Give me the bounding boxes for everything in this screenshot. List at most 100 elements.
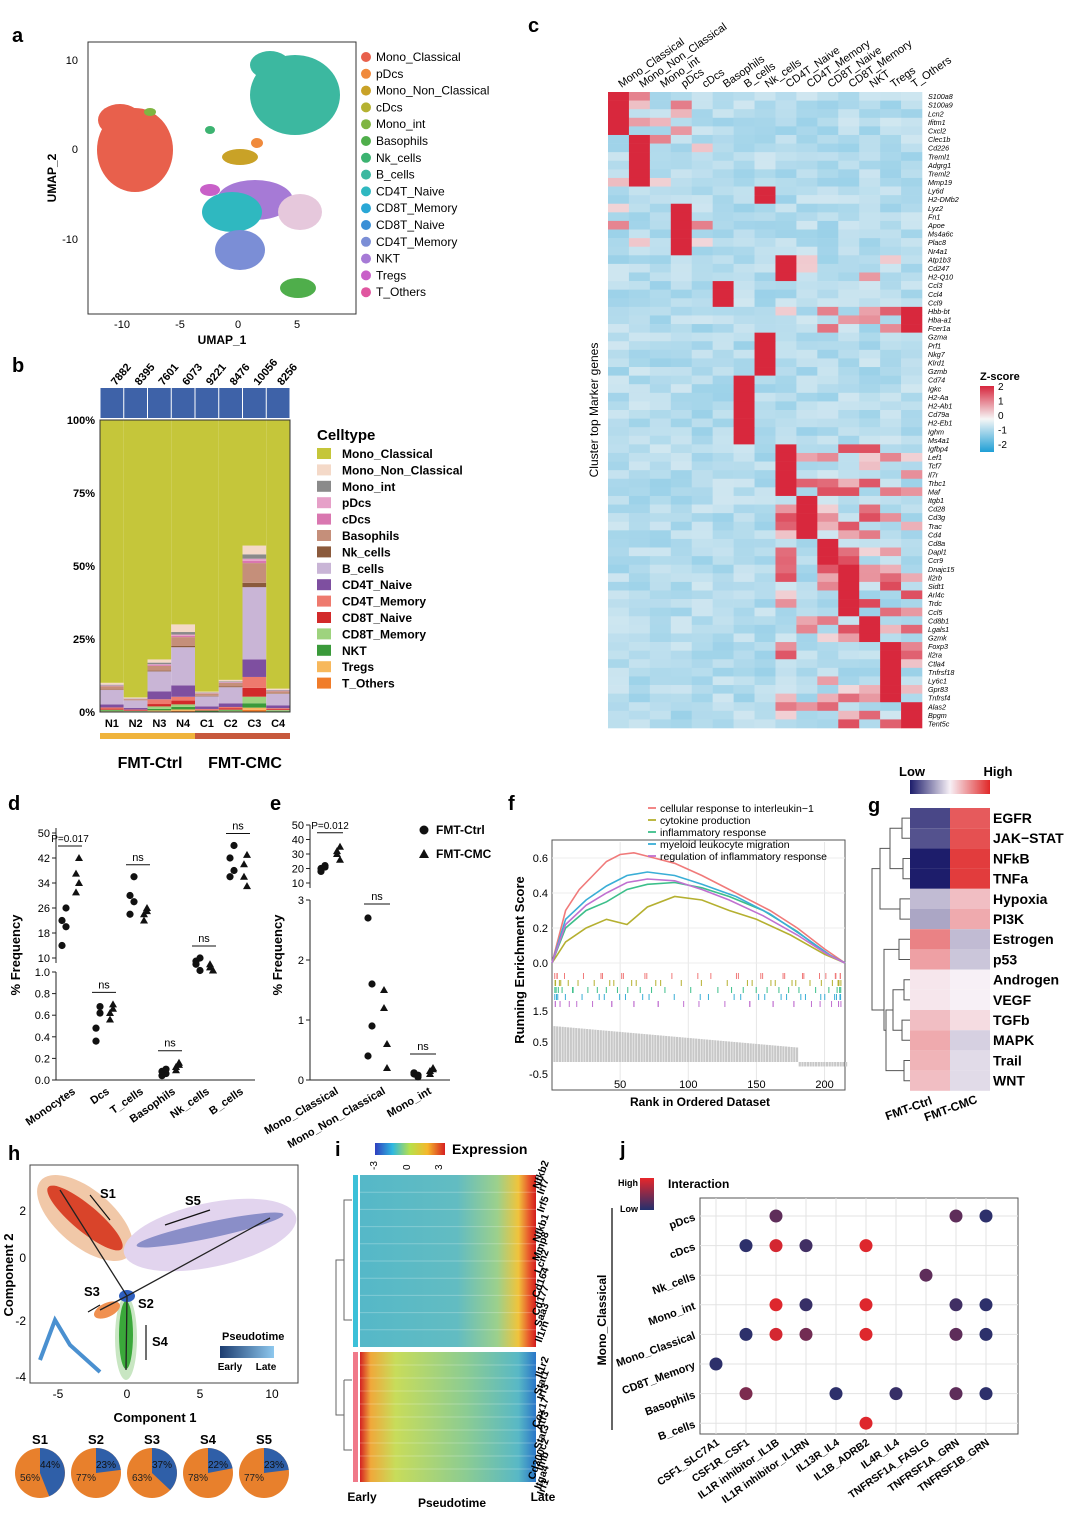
c-heat-cell [712,143,734,153]
c-heat-cell [691,702,713,712]
c-heat-cell [670,126,693,136]
b-legend-swatch [317,546,331,558]
c-heat-cell [859,255,881,265]
b-total-label: 10056 [251,357,280,388]
c-heat-cell [712,315,734,325]
c-heat-cell [901,478,923,488]
g-heat-cell [910,808,950,829]
f-rank-bar [602,1030,605,1062]
b-legend-label: CD8T_Naive [342,611,412,625]
c-heat-cell [649,160,672,170]
c-heat-cell [712,435,734,445]
c-heat-cell [628,685,651,694]
c-heat-cell [817,616,839,626]
e-point-cmc [333,847,341,855]
f-rank-bar [629,1032,632,1062]
c-heat-cell [754,616,776,626]
b-legend-swatch [317,530,331,541]
c-heat-cell [838,418,860,428]
c-heat-cell [608,195,630,205]
e-ytick-bottom: 2 [298,955,304,967]
c-heat-cell [901,332,923,342]
c-heat-cell [608,384,630,394]
g-heat-cell [910,989,950,1010]
f-legend-label: cellular response to interleukin−1 [660,803,814,815]
panel-g-pathway-heatmap: g Low High EGFRJAK−STATNFkBTNFaHypoxiaPI… [868,764,1064,1124]
c-heat-cell [691,495,713,505]
c-heat-cell [838,616,860,626]
c-heat-cell [817,470,839,480]
c-heat-cell [670,435,693,445]
b-total-bar [266,388,290,418]
d-point-cmc [240,872,248,880]
c-heat-cell [670,177,693,187]
h-ytick: 0 [19,1251,26,1265]
c-heat-cell [608,624,630,634]
c-heat-cell [817,169,839,179]
c-heat-cell [649,650,672,660]
c-heat-cell [712,152,734,162]
c-heat-cell [796,349,818,359]
f-rank-bar [580,1028,583,1062]
f-rank-bar [735,1042,739,1062]
umap-legend-swatch [361,102,371,113]
c-heat-cell [880,220,902,230]
c-heat-cell [649,134,672,144]
e-point-cmc [383,1064,391,1071]
b-bar-segment [218,679,243,682]
c-heat-cell [775,109,797,119]
umap-xlabel: UMAP_1 [198,333,247,347]
f-ylabel: Running Enrichment Score [512,876,527,1044]
c-heat-cell [754,298,776,308]
c-heat-cell [901,710,923,720]
f-rank-bar [667,1036,671,1062]
c-heat-cell [775,255,797,265]
c-heat-cell [838,470,860,480]
c-heat-cell [691,306,713,316]
c-heat-cell [628,719,651,729]
f-rank-bar [749,1043,752,1062]
c-heat-cell [775,384,797,394]
c-heat-cell [670,556,693,566]
c-heat-cell [691,667,713,677]
e-ytick-top: 20 [292,864,304,876]
c-heat-cell [796,719,818,729]
c-heat-cell [901,624,923,634]
j-dot [859,1298,873,1312]
h-arrow-s1 [89,1194,111,1221]
c-heat-cell [670,719,693,729]
j-dot [979,1387,993,1401]
c-heat-cell [838,229,860,239]
c-gene-label: Sidt1 [928,582,944,591]
c-heat-cell [608,212,630,222]
c-heat-cell [880,642,902,651]
c-heat-cell [817,272,839,282]
c-heat-cell [712,367,734,376]
c-heat-cell [754,693,776,703]
c-gene-label: S100a9 [928,101,953,110]
b-legend-title: Celltype [317,427,375,444]
c-heat-cell [838,564,860,574]
panel-label-h: h [8,1143,20,1165]
c-heat-cell [775,289,797,299]
b-bar-segment [123,697,148,699]
c-heat-cell [670,478,693,488]
f-rank-bar [659,1035,662,1062]
umap-legend-label: CD8T_Naive [376,218,445,232]
c-heat-cell [901,238,923,248]
c-heat-cell [796,487,818,497]
c-heat-cell [775,349,797,359]
c-heat-cell [754,547,776,557]
c-heat-cell [649,177,672,187]
c-heat-cell [608,315,630,325]
g-pathway-label: MAPK [993,1032,1034,1048]
c-heat-cell [775,573,797,583]
c-gene-label: Hbb-bt [928,307,951,316]
c-heat-cell [628,538,651,548]
b-bar-segment [195,693,219,696]
c-heat-cell [838,143,860,153]
c-heat-cell [712,418,734,428]
c-heat-cell [838,667,860,677]
d-ytick-top: 18 [38,928,50,940]
c-heat-cell [670,255,693,265]
